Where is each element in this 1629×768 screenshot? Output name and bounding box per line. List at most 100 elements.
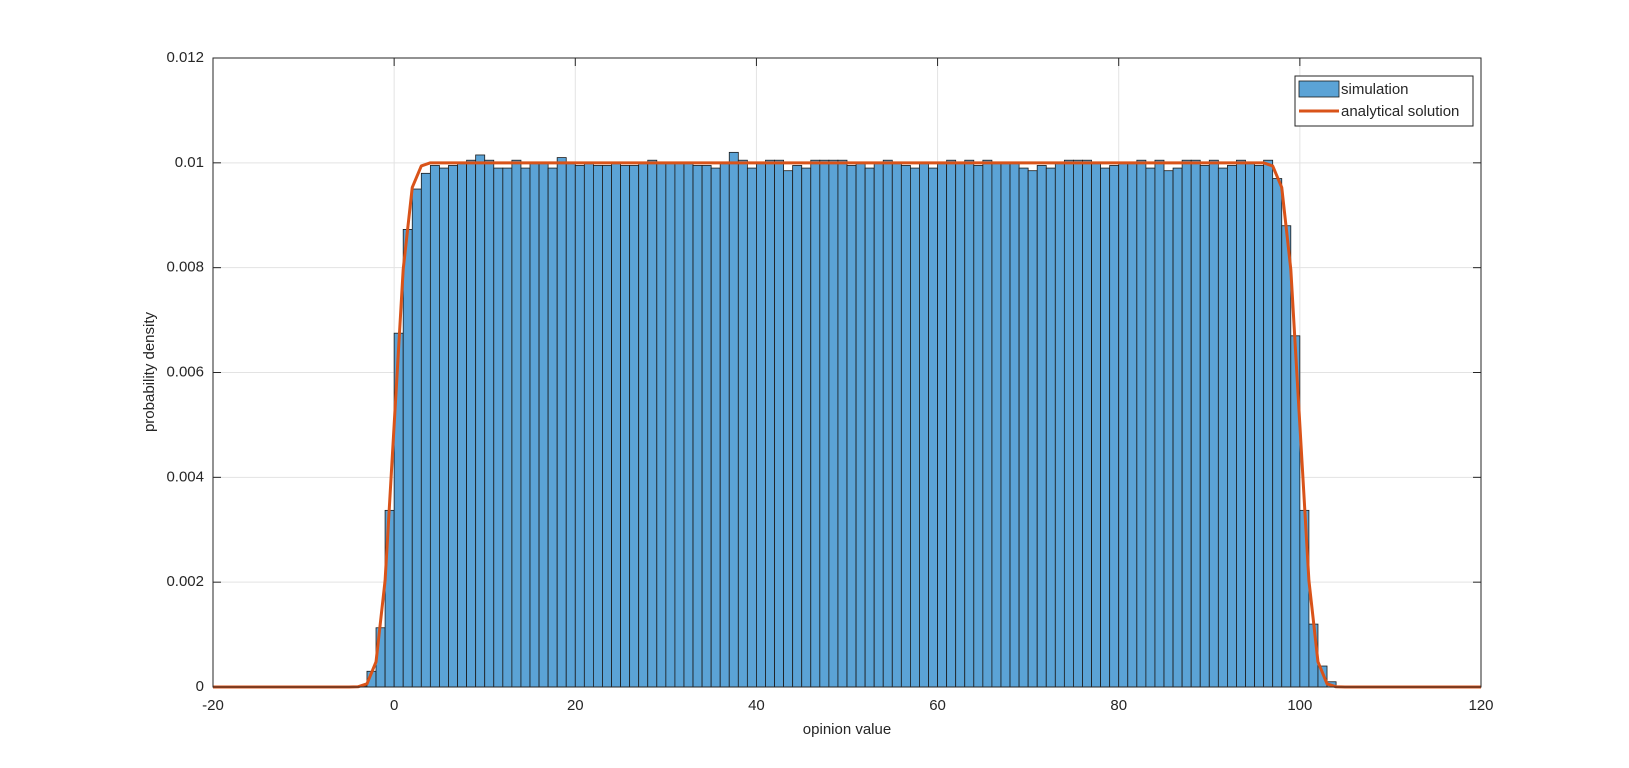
histogram-bar	[1073, 159, 1083, 688]
histogram-bar	[955, 162, 966, 688]
histogram-bar	[538, 162, 549, 688]
histogram-bar	[511, 159, 522, 688]
histogram-bar	[719, 162, 730, 688]
histogram-bar	[583, 162, 594, 688]
y-tick-label: 0	[196, 678, 204, 695]
histogram-bar	[565, 162, 576, 688]
histogram-bar	[746, 167, 757, 688]
legend-label: simulation	[1341, 81, 1409, 98]
histogram-bar	[991, 162, 1002, 688]
histogram-bar	[638, 162, 649, 688]
histogram-bar	[1227, 165, 1237, 688]
histogram-bar	[946, 159, 957, 688]
histogram-bar	[919, 162, 929, 688]
histogram-bar	[982, 159, 993, 688]
line	[213, 161, 1481, 689]
histogram-bar	[674, 162, 685, 688]
histogram-bar	[656, 162, 667, 688]
y-tick-label: 0.006	[166, 363, 204, 380]
histogram-bar	[783, 170, 794, 688]
histogram-bar	[846, 165, 857, 688]
histogram-bar	[937, 162, 948, 688]
histogram-bar	[448, 165, 458, 688]
histogram-bar	[701, 165, 712, 688]
x-tick-label: 20	[567, 697, 584, 714]
histogram-bar	[774, 159, 784, 688]
histogram-bar	[1018, 167, 1029, 688]
histogram-bar	[810, 159, 821, 688]
histogram-bar	[1254, 165, 1265, 688]
histogram-bar	[629, 165, 640, 688]
y-axis-label: probability density	[141, 311, 158, 432]
histogram-bar	[692, 165, 703, 688]
histogram-bar	[737, 159, 748, 688]
x-tick-label: 60	[929, 697, 946, 714]
histogram-bar	[1063, 159, 1074, 688]
histogram-bar	[683, 162, 694, 688]
histogram-bar	[529, 162, 540, 688]
histogram-bar	[402, 229, 413, 688]
x-tick-label: 120	[1468, 697, 1493, 714]
histogram-bar	[520, 167, 531, 688]
histogram-bar	[439, 167, 449, 688]
histogram-bar	[900, 165, 911, 688]
histogram-bar	[1036, 165, 1047, 688]
histogram-bar	[556, 157, 567, 688]
histogram-bar	[1154, 159, 1165, 688]
histogram-bar	[837, 159, 848, 688]
histogram-bar	[1236, 159, 1246, 688]
histogram-bar	[1009, 162, 1020, 688]
histogram-bar	[665, 162, 676, 688]
histogram-bar	[1118, 162, 1129, 688]
y-tick-label: 0.012	[166, 49, 204, 66]
histogram-bar	[882, 159, 893, 688]
histogram-bar	[484, 159, 495, 688]
histogram-bar	[466, 159, 477, 688]
axes-box	[212, 57, 1482, 688]
legend-swatch	[1298, 80, 1340, 98]
histogram-bar	[1245, 162, 1255, 688]
histogram-bar	[411, 188, 422, 688]
histogram-bar	[420, 172, 431, 688]
x-tick-label: 80	[1110, 697, 1127, 714]
histogram-bar	[457, 162, 467, 688]
histogram-bar	[602, 165, 612, 688]
histogram-bar	[1281, 225, 1292, 688]
histogram-bar	[1136, 159, 1147, 688]
histogram-bar	[593, 165, 603, 688]
y-tick-label: 0.01	[175, 154, 204, 171]
histogram-bar	[710, 167, 721, 688]
histogram-bar	[647, 159, 658, 688]
histogram-bar	[1054, 162, 1065, 688]
histogram-bar	[547, 167, 558, 688]
histogram-bar	[819, 159, 830, 688]
histogram-bar	[756, 162, 766, 688]
histogram-bar	[910, 167, 920, 688]
y-tick-label: 0.004	[166, 468, 204, 485]
histogram-bar	[429, 165, 440, 688]
histogram-bar	[1190, 159, 1201, 688]
x-tick-label: -20	[202, 697, 224, 714]
x-tick-label: 40	[748, 697, 765, 714]
legend-label: analytical solution	[1341, 103, 1459, 120]
histogram-bar	[475, 154, 486, 688]
histogram-bar	[928, 167, 938, 688]
histogram-bar	[1172, 167, 1183, 688]
histogram-bar	[728, 151, 739, 688]
y-tick-label: 0.008	[166, 259, 204, 276]
histogram-bar	[1217, 167, 1228, 688]
histogram-bar	[891, 162, 902, 688]
histogram-bar	[1027, 170, 1038, 688]
histogram-bar	[1163, 170, 1174, 688]
histogram-bar	[493, 167, 504, 688]
x-tick-label: 100	[1287, 697, 1312, 714]
histogram-bar	[873, 162, 884, 688]
histogram-bar	[1263, 159, 1274, 688]
histogram-bar	[1127, 162, 1138, 688]
x-tick-label: 0	[390, 697, 398, 714]
x-axis-label: opinion value	[803, 721, 891, 738]
histogram-bar	[1000, 162, 1011, 688]
legend: simulation analytical solution	[1294, 75, 1474, 127]
histogram-bar	[1100, 167, 1111, 688]
